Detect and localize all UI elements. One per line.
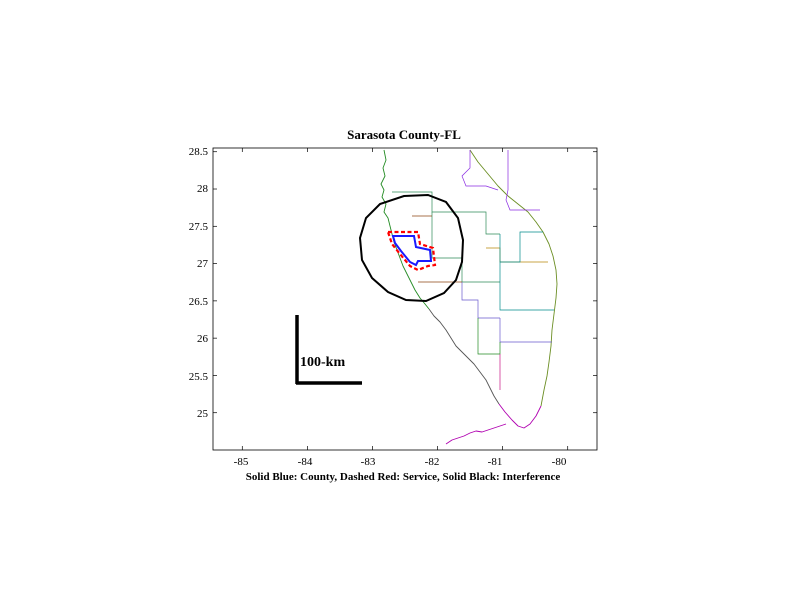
coastline-southwest [428, 308, 500, 405]
county-line [431, 212, 500, 283]
county-line [505, 150, 540, 211]
county-line [500, 231, 543, 263]
county-line [392, 191, 500, 235]
county-line [461, 150, 499, 191]
county-boundary [391, 235, 433, 267]
county-line [486, 247, 548, 263]
y-tick-label: 25.5 [189, 371, 209, 383]
x-tick-label: -84 [298, 456, 313, 468]
plot-frame [212, 147, 598, 451]
interference-contour [358, 193, 465, 303]
county-line [477, 318, 501, 355]
map-title: Sarasota County-FL [347, 127, 461, 142]
x-tick-label: -81 [488, 456, 503, 468]
x-tick-label: -85 [234, 456, 249, 468]
scale-bar-label: 100-km [300, 355, 345, 370]
y-tick-label: 28 [197, 183, 209, 195]
x-tick-label: -82 [425, 456, 440, 468]
coastline-east [469, 149, 558, 407]
county-line [499, 234, 554, 311]
tick-marks [213, 148, 597, 450]
scale-bar: 100-km [295, 315, 362, 385]
county-line [461, 282, 500, 319]
coastline-south [498, 403, 542, 429]
service-contour [386, 230, 437, 272]
y-tick-label: 26.5 [189, 296, 209, 308]
x-tick-labels: -85 -84 -83 -82 -81 -80 [234, 456, 567, 468]
florida-coastline [380, 149, 558, 445]
county-boundaries [392, 150, 554, 390]
florida-keys [445, 423, 507, 445]
map-caption: Solid Blue: County, Dashed Red: Service,… [246, 471, 561, 483]
x-tick-label: -83 [361, 456, 376, 468]
county-line [499, 318, 552, 343]
y-tick-label: 26 [197, 333, 209, 345]
y-tick-label: 27 [197, 258, 209, 270]
y-tick-label: 28.5 [189, 146, 209, 158]
y-tick-labels: 28.5 28 27.5 27 26.5 26 25.5 25 [189, 146, 209, 420]
y-tick-label: 27.5 [189, 221, 209, 233]
coastline-west [380, 149, 430, 310]
x-tick-label: -80 [552, 456, 567, 468]
y-tick-label: 25 [197, 408, 209, 420]
